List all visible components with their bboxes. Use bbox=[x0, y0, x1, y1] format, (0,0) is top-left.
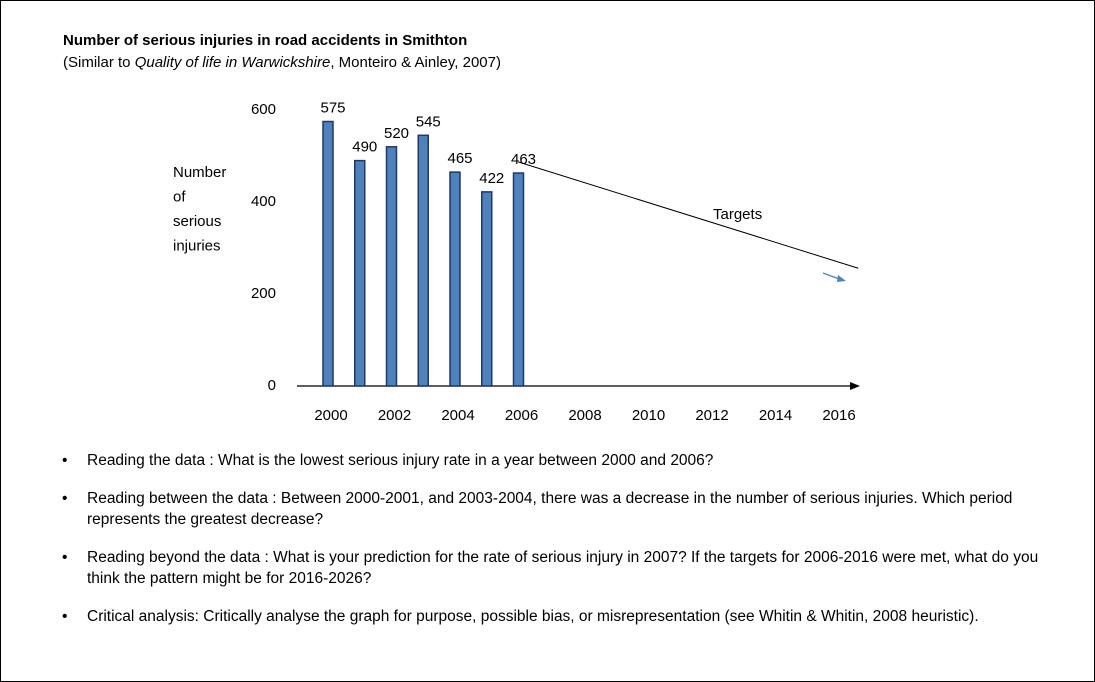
data-label: 465 bbox=[447, 150, 472, 167]
data-label: 520 bbox=[384, 125, 409, 142]
data-label: 545 bbox=[416, 113, 441, 130]
x-tick-label: 2016 bbox=[822, 407, 855, 424]
y-axis-label: of bbox=[173, 188, 186, 205]
bullet-list: Reading the data : What is the lowest se… bbox=[62, 450, 1072, 644]
y-axis-label: injuries bbox=[173, 237, 221, 254]
bar bbox=[385, 146, 398, 387]
y-tick-label: 600 bbox=[251, 101, 276, 118]
subtitle-part: , Monteiro & Ainley, 2007) bbox=[330, 54, 501, 71]
bar bbox=[481, 191, 493, 387]
bullet-item: Reading between the data : Between 2000-… bbox=[62, 488, 1072, 530]
data-label: 463 bbox=[511, 151, 536, 168]
bullet-item: Reading the data : What is the lowest se… bbox=[62, 450, 1072, 471]
subtitle-part: (Similar to bbox=[63, 54, 135, 71]
target-line bbox=[518, 161, 859, 269]
x-tick-label: 2012 bbox=[695, 407, 728, 424]
annotation: Targets bbox=[713, 206, 762, 223]
x-tick-label: 2004 bbox=[441, 407, 474, 424]
x-tick-label: 2002 bbox=[378, 407, 411, 424]
arrow-head bbox=[837, 275, 846, 282]
x-tick-label: 2014 bbox=[759, 407, 792, 424]
x-tick-label: 2000 bbox=[314, 407, 347, 424]
bar bbox=[417, 134, 429, 387]
y-tick-label: 0 bbox=[268, 377, 276, 394]
data-label: 422 bbox=[479, 170, 504, 187]
y-tick-label: 400 bbox=[251, 193, 276, 210]
x-tick-label: 2010 bbox=[632, 407, 665, 424]
y-tick-label: 200 bbox=[251, 285, 276, 302]
data-label: 490 bbox=[352, 139, 377, 156]
data-label: 575 bbox=[320, 99, 345, 116]
chart: Number of serious injuries in road accid… bbox=[63, 32, 860, 424]
chart-title: Number of serious injuries in road accid… bbox=[63, 32, 467, 49]
subtitle: (Similar to Quality of life in Warwicksh… bbox=[63, 54, 501, 71]
bar bbox=[354, 159, 366, 387]
x-tick-label: 2006 bbox=[505, 407, 538, 424]
x-tick-label: 2008 bbox=[568, 407, 601, 424]
bar bbox=[322, 120, 334, 387]
bullet-item: Critical analysis: Critically analyse th… bbox=[62, 606, 1072, 627]
axis-arrow bbox=[850, 382, 860, 390]
bar bbox=[449, 171, 461, 387]
subtitle-part: Quality of life in Warwickshire bbox=[135, 54, 331, 71]
bar bbox=[512, 172, 525, 387]
bullet-item: Reading beyond the data : What is your p… bbox=[62, 547, 1072, 589]
y-axis-label: Number bbox=[173, 164, 226, 181]
y-axis-label: serious bbox=[173, 213, 221, 230]
